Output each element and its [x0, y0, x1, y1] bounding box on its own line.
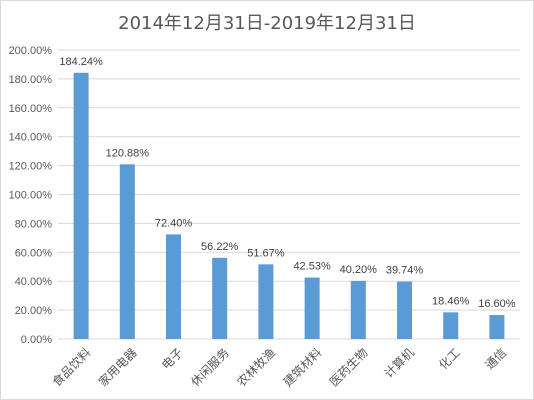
category-label: 休闲服务 — [187, 345, 232, 390]
data-label: 72.40% — [155, 217, 193, 229]
data-label: 16.60% — [478, 298, 516, 310]
y-tick-label: 0.00% — [21, 334, 52, 346]
data-label: 18.46% — [432, 295, 470, 307]
data-label: 51.67% — [247, 247, 285, 259]
y-tick-label: 100.00% — [9, 190, 53, 202]
y-tick-label: 160.00% — [9, 103, 53, 115]
category-label: 通信 — [482, 345, 509, 372]
y-tick-label: 60.00% — [15, 247, 53, 259]
bar — [489, 315, 505, 339]
bar — [258, 264, 274, 339]
category-label: 农林牧渔 — [234, 345, 278, 389]
category-label: 食品饮料 — [49, 345, 94, 390]
category-labels: 食品饮料 家用电器 电子 休闲服务 农林牧渔 建筑材料 医药生物 计算机 化工 通信 — [49, 345, 509, 390]
bar — [443, 312, 459, 339]
category-label: 计算机 — [381, 345, 417, 381]
data-label: 42.53% — [293, 261, 331, 273]
bar — [304, 277, 320, 339]
data-label: 40.20% — [340, 264, 378, 276]
data-label: 120.88% — [106, 147, 150, 159]
chart-title: 2014年12月31日-2019年12月31日 — [118, 13, 416, 34]
y-tick-label: 120.00% — [9, 161, 53, 173]
y-tick-label: 80.00% — [15, 218, 53, 230]
y-tick-label: 20.00% — [15, 305, 53, 317]
y-axis-ticks: 0.00% 20.00% 40.00% 60.00% 80.00% 100.00% 120.… — [9, 45, 53, 346]
category-label: 建筑材料 — [280, 345, 325, 390]
bar — [73, 72, 89, 340]
bar — [350, 280, 366, 339]
data-label: 56.22% — [201, 241, 239, 253]
y-tick-label: 200.00% — [9, 45, 53, 57]
category-label: 电子 — [159, 345, 186, 372]
y-tick-label: 140.00% — [9, 132, 53, 144]
bars — [73, 72, 505, 340]
bar — [119, 164, 135, 339]
y-tick-label: 180.00% — [9, 74, 53, 86]
category-label: 化工 — [436, 345, 463, 372]
gridlines — [58, 49, 520, 340]
bar — [397, 281, 412, 339]
bar — [166, 234, 181, 339]
y-tick-label: 40.00% — [15, 276, 53, 288]
bar — [212, 257, 228, 339]
data-label: 39.74% — [386, 265, 424, 277]
category-label: 家用电器 — [95, 345, 140, 390]
category-label: 医药生物 — [327, 345, 371, 389]
data-labels: 184.24% 120.88% 72.40% 56.22% 51.67% 42.53% 40… — [59, 56, 515, 310]
data-label: 184.24% — [59, 56, 103, 68]
